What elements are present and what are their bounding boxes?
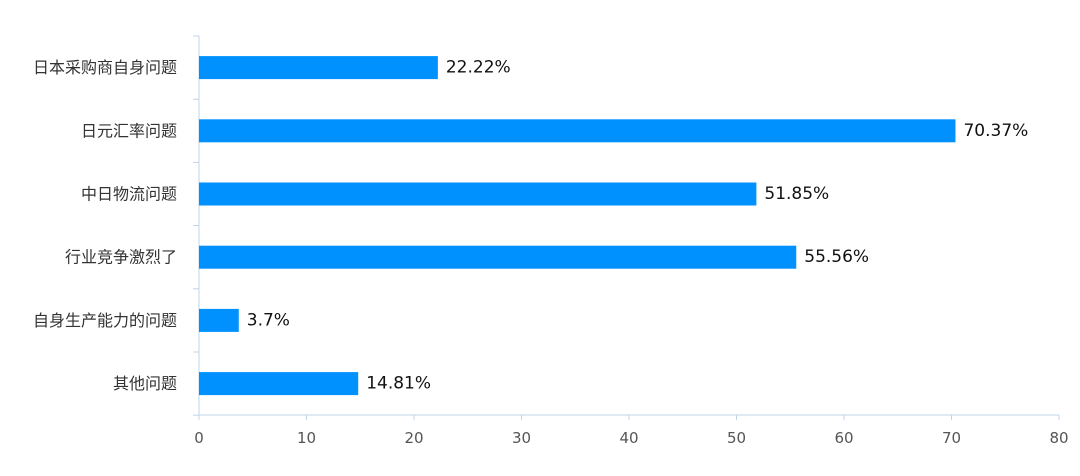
x-tick-labels: 0 10 20 30 40 50 60 70 80 — [194, 429, 1068, 447]
bar — [199, 119, 956, 143]
x-tick-label: 40 — [619, 429, 638, 447]
category-label: 日本采购商自身问题 — [33, 58, 177, 77]
x-tick-label: 0 — [194, 429, 204, 447]
bar — [199, 308, 239, 332]
category-label: 日元汇率问题 — [81, 121, 177, 140]
category-label: 其他问题 — [113, 374, 177, 393]
x-tick-label: 50 — [727, 429, 746, 447]
data-label: 51.85% — [764, 184, 829, 204]
y-axis — [193, 35, 200, 416]
data-label: 55.56% — [804, 247, 869, 267]
data-label: 14.81% — [366, 374, 431, 394]
bar — [199, 56, 438, 80]
bar — [199, 372, 359, 396]
data-label: 22.22% — [446, 58, 511, 78]
x-tick-label: 60 — [834, 429, 853, 447]
category-label: 自身生产能力的问题 — [33, 311, 177, 330]
category-label: 中日物流问题 — [81, 185, 177, 204]
bar — [199, 182, 757, 206]
x-tick-label: 70 — [942, 429, 961, 447]
x-tick-label: 80 — [1049, 429, 1068, 447]
x-axis — [198, 414, 1060, 420]
x-tick-label: 10 — [297, 429, 316, 447]
category-labels: 日本采购商自身问题日元汇率问题中日物流问题行业竞争激烈了自身生产能力的问题其他问… — [33, 58, 177, 393]
value-labels: 22.22% 70.37% 51.85% 55.56% 3.7% 14.81% — [247, 58, 1029, 394]
data-label: 70.37% — [963, 121, 1028, 141]
category-label: 行业竞争激烈了 — [65, 248, 177, 267]
x-tick-label: 20 — [404, 429, 423, 447]
bar-series — [199, 56, 956, 396]
data-label: 3.7% — [247, 310, 290, 330]
bar — [199, 245, 797, 269]
x-tick-label: 30 — [512, 429, 531, 447]
